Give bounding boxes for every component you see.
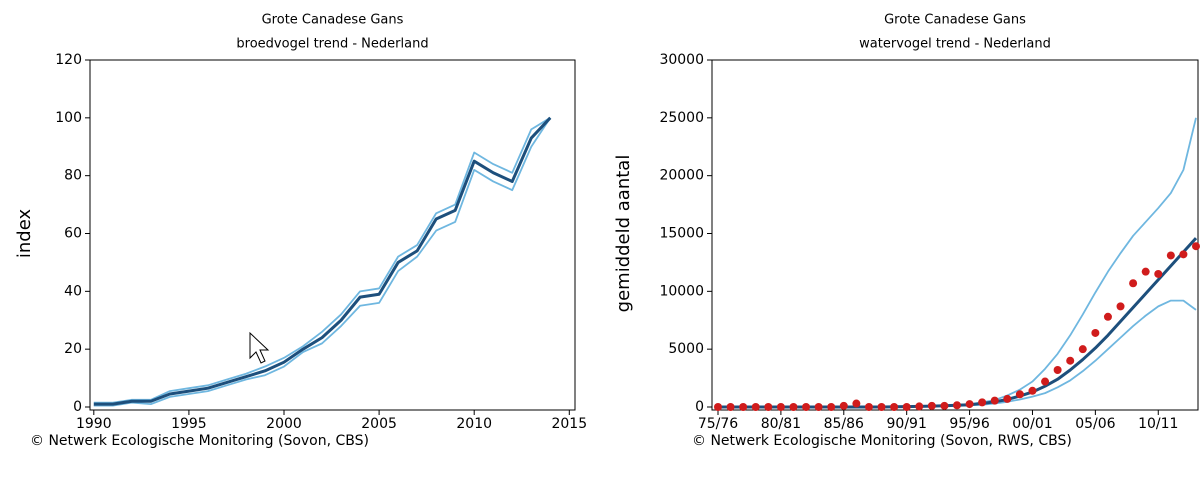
footnote: © Netwerk Ecologische Monitoring (Sovon,… [692, 433, 1072, 449]
data-point [726, 403, 735, 411]
data-point [1028, 386, 1037, 395]
series-line [93, 117, 551, 404]
data-point [990, 396, 999, 405]
chart-title: Grote Canadese Gans [884, 13, 1026, 28]
data-point [814, 403, 823, 411]
plot-frame [89, 59, 576, 411]
y-tick-label: 15000 [659, 226, 704, 242]
x-tick-label: 1990 [76, 416, 112, 432]
x-tick-label: 2015 [551, 416, 587, 432]
data-point [839, 401, 848, 410]
chart-title: Grote Canadese Gans [262, 13, 404, 28]
chart-subtitle: broedvogel trend - Nederland [236, 37, 428, 52]
data-point [1192, 242, 1200, 251]
y-axis-label: index [14, 209, 35, 259]
data-point [1103, 312, 1112, 321]
data-point [1091, 328, 1100, 337]
data-point [1053, 365, 1062, 374]
data-point [902, 403, 911, 411]
data-point [1116, 302, 1125, 311]
y-tick-label: 0 [695, 399, 704, 415]
data-point [1078, 345, 1087, 354]
y-tick-label: 20 [64, 341, 82, 357]
data-point [978, 398, 987, 407]
data-point [1066, 356, 1075, 365]
x-tick-label: 10/11 [1138, 416, 1178, 432]
data-point [764, 403, 773, 411]
x-tick-label: 05/06 [1075, 416, 1115, 432]
x-tick-label: 2010 [456, 416, 492, 432]
x-tick-label: 1995 [171, 416, 207, 432]
x-tick-label: 2000 [266, 416, 302, 432]
footnote: © Netwerk Ecologische Monitoring (Sovon,… [30, 433, 369, 449]
x-tick-label: 90/91 [887, 416, 927, 432]
data-point [827, 403, 836, 411]
data-point [802, 403, 811, 411]
data-point [852, 399, 861, 408]
y-tick-label: 80 [64, 168, 82, 184]
data-point [1129, 279, 1138, 288]
x-tick-label: 75/76 [698, 416, 738, 432]
y-tick-label: 100 [55, 110, 82, 126]
x-tick-label: 95/96 [949, 416, 989, 432]
series-line [93, 116, 552, 406]
data-point [864, 403, 873, 411]
plot-frame [711, 59, 1199, 411]
y-tick-label: 120 [55, 52, 82, 68]
data-point [890, 403, 899, 411]
data-point [1041, 377, 1050, 386]
series-line [718, 237, 1198, 409]
data-point [953, 401, 961, 410]
data-point [789, 403, 798, 411]
data-point [1179, 250, 1188, 259]
cursor [249, 331, 270, 364]
data-point [1154, 269, 1163, 278]
series-line [718, 117, 1197, 408]
series-line [93, 117, 552, 407]
y-tick-label: 40 [64, 283, 82, 299]
data-point [1003, 394, 1012, 403]
y-tick-label: 0 [73, 399, 82, 415]
data-point [965, 400, 974, 409]
data-point [776, 403, 785, 411]
data-point [940, 401, 949, 410]
x-tick-label: 80/81 [761, 416, 801, 432]
data-point [1015, 390, 1024, 399]
y-tick-label: 30000 [659, 52, 704, 68]
data-point [915, 402, 924, 411]
data-point [751, 403, 760, 411]
x-tick-label: 85/86 [824, 416, 864, 432]
y-tick-label: 25000 [659, 110, 704, 126]
y-tick-label: 10000 [659, 283, 704, 299]
x-tick-label: 2005 [361, 416, 397, 432]
data-point [927, 401, 936, 410]
data-point [1166, 251, 1175, 260]
data-point [739, 403, 748, 411]
y-tick-label: 5000 [668, 341, 704, 357]
y-tick-label: 20000 [659, 168, 704, 184]
data-point [877, 403, 886, 411]
x-tick-label: 00/01 [1012, 416, 1052, 432]
y-axis-label: gemiddeld aantal [613, 155, 634, 313]
chart-subtitle: watervogel trend - Nederland [859, 37, 1051, 52]
data-point [1141, 267, 1150, 276]
data-point [714, 403, 722, 411]
y-tick-label: 60 [64, 226, 82, 242]
